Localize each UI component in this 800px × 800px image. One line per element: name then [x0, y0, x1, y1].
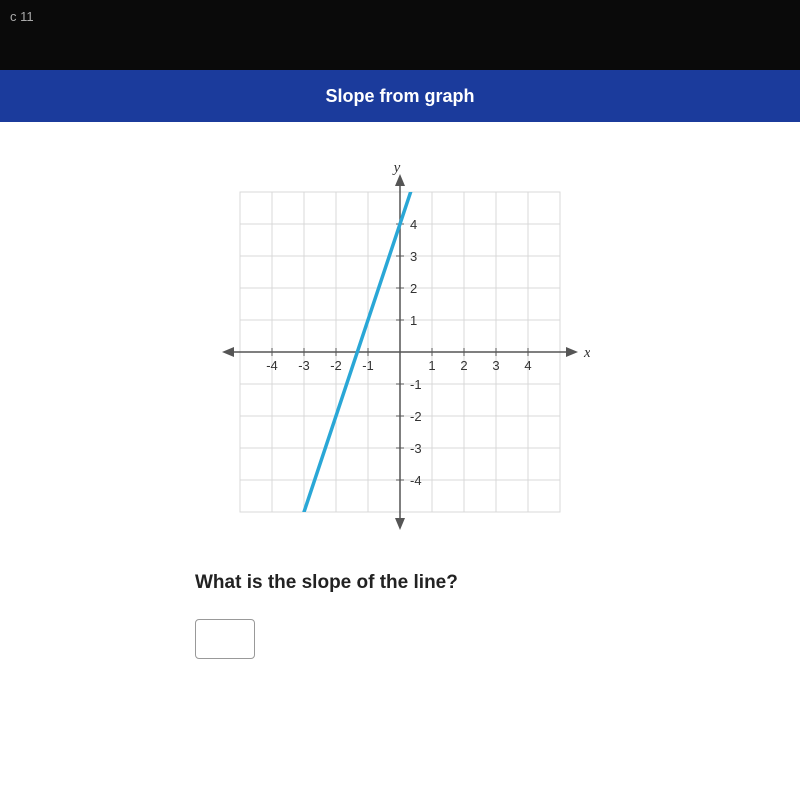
- svg-text:1: 1: [428, 358, 435, 373]
- chart-container: -4 -3 -2 -1 1 2 3 4 1 2 3 4 -1 -2 -3 -4 x y: [210, 162, 590, 542]
- svg-text:1: 1: [410, 313, 417, 328]
- svg-text:-2: -2: [410, 409, 422, 424]
- svg-text:3: 3: [492, 358, 499, 373]
- content-area: -4 -3 -2 -1 1 2 3 4 1 2 3 4 -1 -2 -3 -4 x y What is the s…: [0, 122, 800, 800]
- svg-text:-4: -4: [266, 358, 278, 373]
- svg-text:-1: -1: [410, 377, 422, 392]
- top-bar: c 11: [0, 0, 800, 70]
- svg-text:3: 3: [410, 249, 417, 264]
- svg-text:-3: -3: [298, 358, 310, 373]
- svg-text:4: 4: [524, 358, 531, 373]
- svg-text:2: 2: [410, 281, 417, 296]
- svg-text:-2: -2: [330, 358, 342, 373]
- svg-text:-1: -1: [362, 358, 374, 373]
- question-text: What is the slope of the line?: [195, 572, 650, 594]
- svg-text:2: 2: [460, 358, 467, 373]
- svg-text:x: x: [583, 345, 590, 361]
- answer-input[interactable]: [195, 619, 255, 659]
- page-title: Slope from graph: [325, 86, 474, 107]
- svg-text:-4: -4: [410, 473, 422, 488]
- header-bar: Slope from graph: [0, 70, 800, 122]
- breadcrumb: c 11: [10, 9, 34, 24]
- svg-text:y: y: [392, 162, 401, 176]
- question-block: What is the slope of the line?: [150, 567, 650, 659]
- coordinate-graph: -4 -3 -2 -1 1 2 3 4 1 2 3 4 -1 -2 -3 -4 x y: [210, 162, 590, 542]
- svg-text:4: 4: [410, 217, 417, 232]
- svg-text:-3: -3: [410, 441, 422, 456]
